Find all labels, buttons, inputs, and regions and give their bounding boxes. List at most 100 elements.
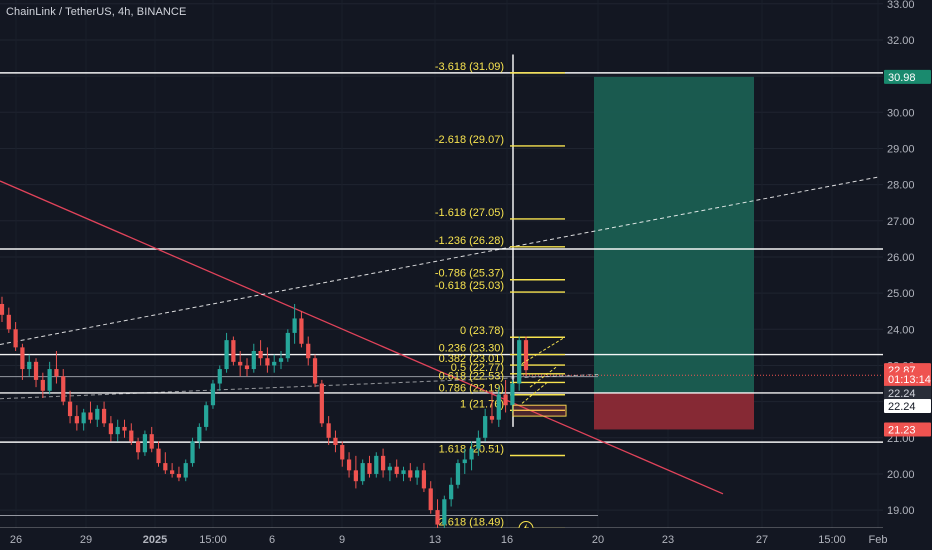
- candle-body: [81, 412, 86, 424]
- candle-body: [88, 412, 93, 420]
- time-tick-label: 6: [269, 534, 275, 546]
- candle-body: [142, 434, 148, 453]
- descending-trendline[interactable]: [0, 180, 724, 495]
- price-badge-label: 01:13:14: [888, 374, 931, 386]
- candle-body: [197, 426, 202, 442]
- fib-level-label: 0.382 (23.01): [439, 353, 504, 365]
- candle-body: [0, 303, 5, 315]
- time-tick-label: 16: [501, 534, 513, 546]
- candle-body: [61, 376, 66, 402]
- fib-level-label: -1.236 (26.28): [435, 235, 504, 247]
- price-tick-label: 25.00: [887, 288, 915, 300]
- candle-body: [33, 361, 39, 380]
- candle-body: [129, 430, 134, 442]
- candle-body: [238, 361, 243, 366]
- fib-level-label: 0.618 (22.53): [439, 370, 504, 382]
- candle-body: [387, 466, 393, 471]
- candle-body: [244, 365, 250, 370]
- price-tick-label: 30.00: [887, 107, 915, 119]
- candle-body: [353, 470, 358, 482]
- position-zones[interactable]: [594, 76, 754, 430]
- trendlines[interactable]: [0, 176, 881, 495]
- entry-box[interactable]: [512, 404, 567, 417]
- candle-body: [312, 358, 318, 384]
- target-zone[interactable]: [594, 76, 754, 393]
- candle-body: [306, 343, 311, 359]
- price-tick-label: 28.00: [887, 180, 915, 192]
- candle-body: [483, 416, 488, 438]
- price-badge: [884, 385, 931, 400]
- candle-body: [442, 499, 447, 525]
- candle-body: [496, 394, 501, 420]
- price-tick-label: 29.00: [887, 143, 915, 155]
- fib-level-label: -2.618 (29.07): [435, 134, 504, 146]
- price-tick-label: 20.00: [887, 469, 915, 481]
- ascending-dashed-trendline[interactable]: [0, 176, 881, 345]
- candle-body: [476, 437, 481, 449]
- price-badge-label: 22.24: [888, 401, 916, 413]
- price-tick-label: 19.00: [887, 505, 915, 517]
- price-tick-label: 24.00: [887, 324, 915, 336]
- candle-body: [210, 383, 216, 406]
- candle-body: [333, 437, 338, 446]
- time-tick-label: Feb: [869, 534, 888, 546]
- stop-zone[interactable]: [594, 392, 754, 430]
- projection-arrow[interactable]: [529, 366, 557, 388]
- projection-arrow[interactable]: [521, 337, 564, 365]
- chart-title: ChainLink / TetherUS, 4h, BINANCE: [6, 6, 187, 18]
- candle-body: [135, 441, 141, 453]
- time-tick-label: 20: [592, 534, 604, 546]
- fib-level-label: -3.618 (31.09): [435, 61, 504, 73]
- price-badge-label: 21.23: [888, 424, 916, 436]
- fib-extension[interactable]: -3.618 (31.09) -2.618 (29.07) -1.618 (27.0…: [435, 54, 565, 530]
- candle-body: [285, 332, 290, 359]
- candle-body: [449, 484, 454, 500]
- candle-body: [346, 459, 352, 471]
- candle-body: [360, 463, 365, 482]
- time-axis[interactable]: 26 29 2025 15:00 6 9 13 16 20 23 27 15:00 Feb: [0, 528, 932, 550]
- fib-level-label: 0 (23.78): [460, 325, 504, 337]
- price-axis-background[interactable]: [883, 0, 932, 550]
- candle-body: [183, 463, 188, 478]
- time-tick-label: 15:00: [818, 534, 846, 546]
- time-tick-label: 26: [10, 534, 22, 546]
- price-badge: [884, 398, 931, 413]
- candle-body: [415, 470, 420, 478]
- fib-level-label: 1 (21.76): [460, 398, 504, 410]
- candle-body: [374, 455, 379, 474]
- candle-body: [292, 318, 297, 333]
- candle-body: [319, 383, 324, 424]
- projection-arrow[interactable]: [521, 381, 549, 404]
- time-tick-label: 2025: [143, 534, 167, 546]
- candle-body: [217, 369, 222, 384]
- price-badge: [884, 422, 931, 437]
- time-axis-background[interactable]: [0, 528, 932, 550]
- candle-body: [326, 423, 331, 438]
- candle-body: [421, 470, 427, 489]
- candle-body: [380, 455, 386, 471]
- candle-body: [74, 416, 79, 424]
- time-tick-label: 23: [662, 534, 674, 546]
- price-tick-label: 33.00: [887, 0, 915, 11]
- candle-body: [469, 448, 474, 460]
- candle-body: [435, 510, 440, 525]
- candle-body: [204, 405, 209, 427]
- candle-body: [170, 470, 175, 474]
- candle-body: [517, 340, 522, 384]
- fib-level-label: 0.236 (23.30): [439, 343, 504, 355]
- lower-dashed-trendline[interactable]: [0, 373, 599, 400]
- time-tick-label: 15:00: [199, 534, 227, 546]
- candle-body: [428, 488, 433, 511]
- fib-level-label: -1.618 (27.05): [435, 207, 504, 219]
- fib-level-label: -0.618 (25.03): [435, 280, 504, 292]
- fib-level-label: 0.786 (22.19): [439, 383, 504, 395]
- candle-body: [258, 350, 263, 359]
- candle-body: [108, 423, 113, 435]
- price-badge-label: 30.98: [888, 72, 916, 84]
- candle-body: [54, 369, 59, 377]
- candle-body: [13, 329, 18, 348]
- candle-body: [489, 416, 495, 420]
- price-badge-label: 22.24: [888, 388, 916, 400]
